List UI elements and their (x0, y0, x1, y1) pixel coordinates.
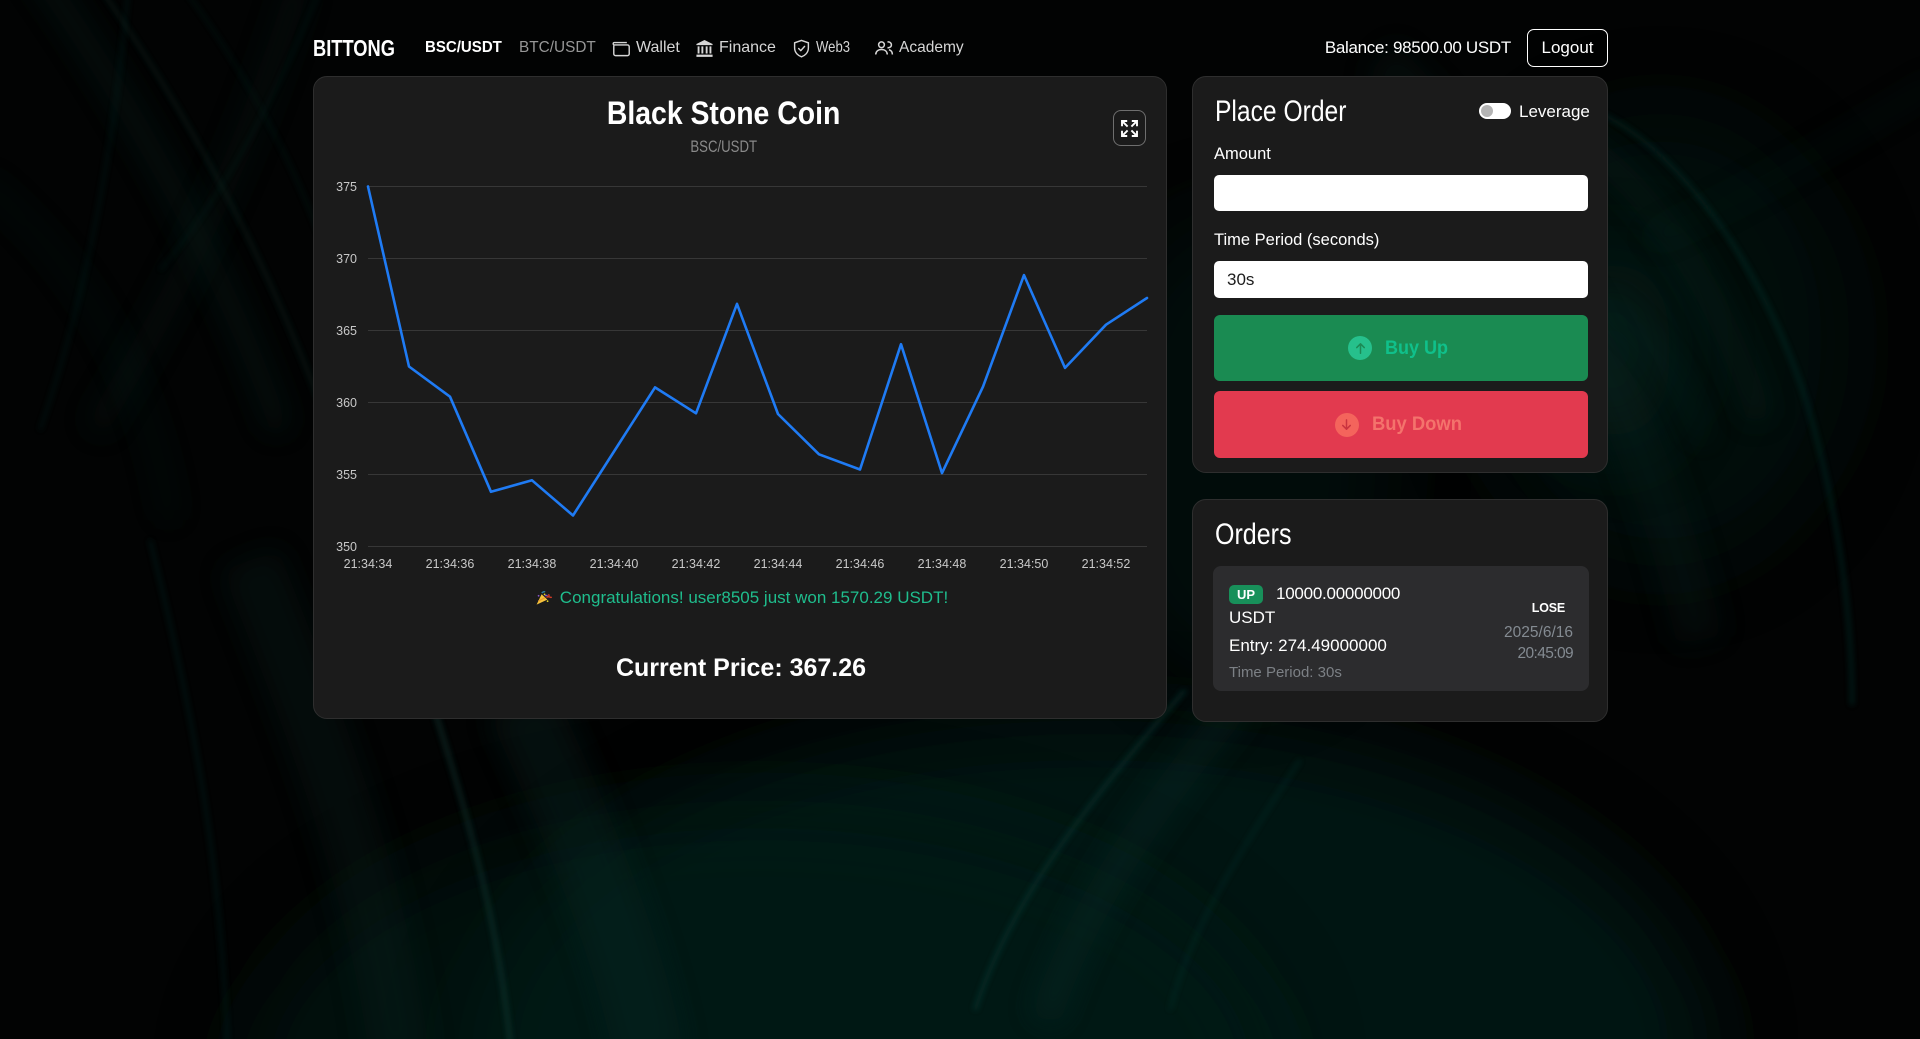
svg-text:350: 350 (336, 540, 357, 554)
svg-text:365: 365 (336, 324, 357, 338)
svg-text:355: 355 (336, 468, 357, 482)
svg-text:370: 370 (336, 252, 357, 266)
svg-text:21:34:42: 21:34:42 (672, 557, 721, 571)
svg-text:375: 375 (336, 180, 357, 194)
svg-text:21:34:38: 21:34:38 (508, 557, 557, 571)
svg-text:21:34:44: 21:34:44 (754, 557, 803, 571)
svg-text:21:34:36: 21:34:36 (426, 557, 475, 571)
svg-text:360: 360 (336, 396, 357, 410)
svg-text:21:34:48: 21:34:48 (918, 557, 967, 571)
svg-text:21:34:46: 21:34:46 (836, 557, 885, 571)
svg-text:21:34:40: 21:34:40 (590, 557, 639, 571)
svg-text:21:34:34: 21:34:34 (344, 557, 393, 571)
svg-text:21:34:50: 21:34:50 (1000, 557, 1049, 571)
svg-text:21:34:52: 21:34:52 (1082, 557, 1131, 571)
